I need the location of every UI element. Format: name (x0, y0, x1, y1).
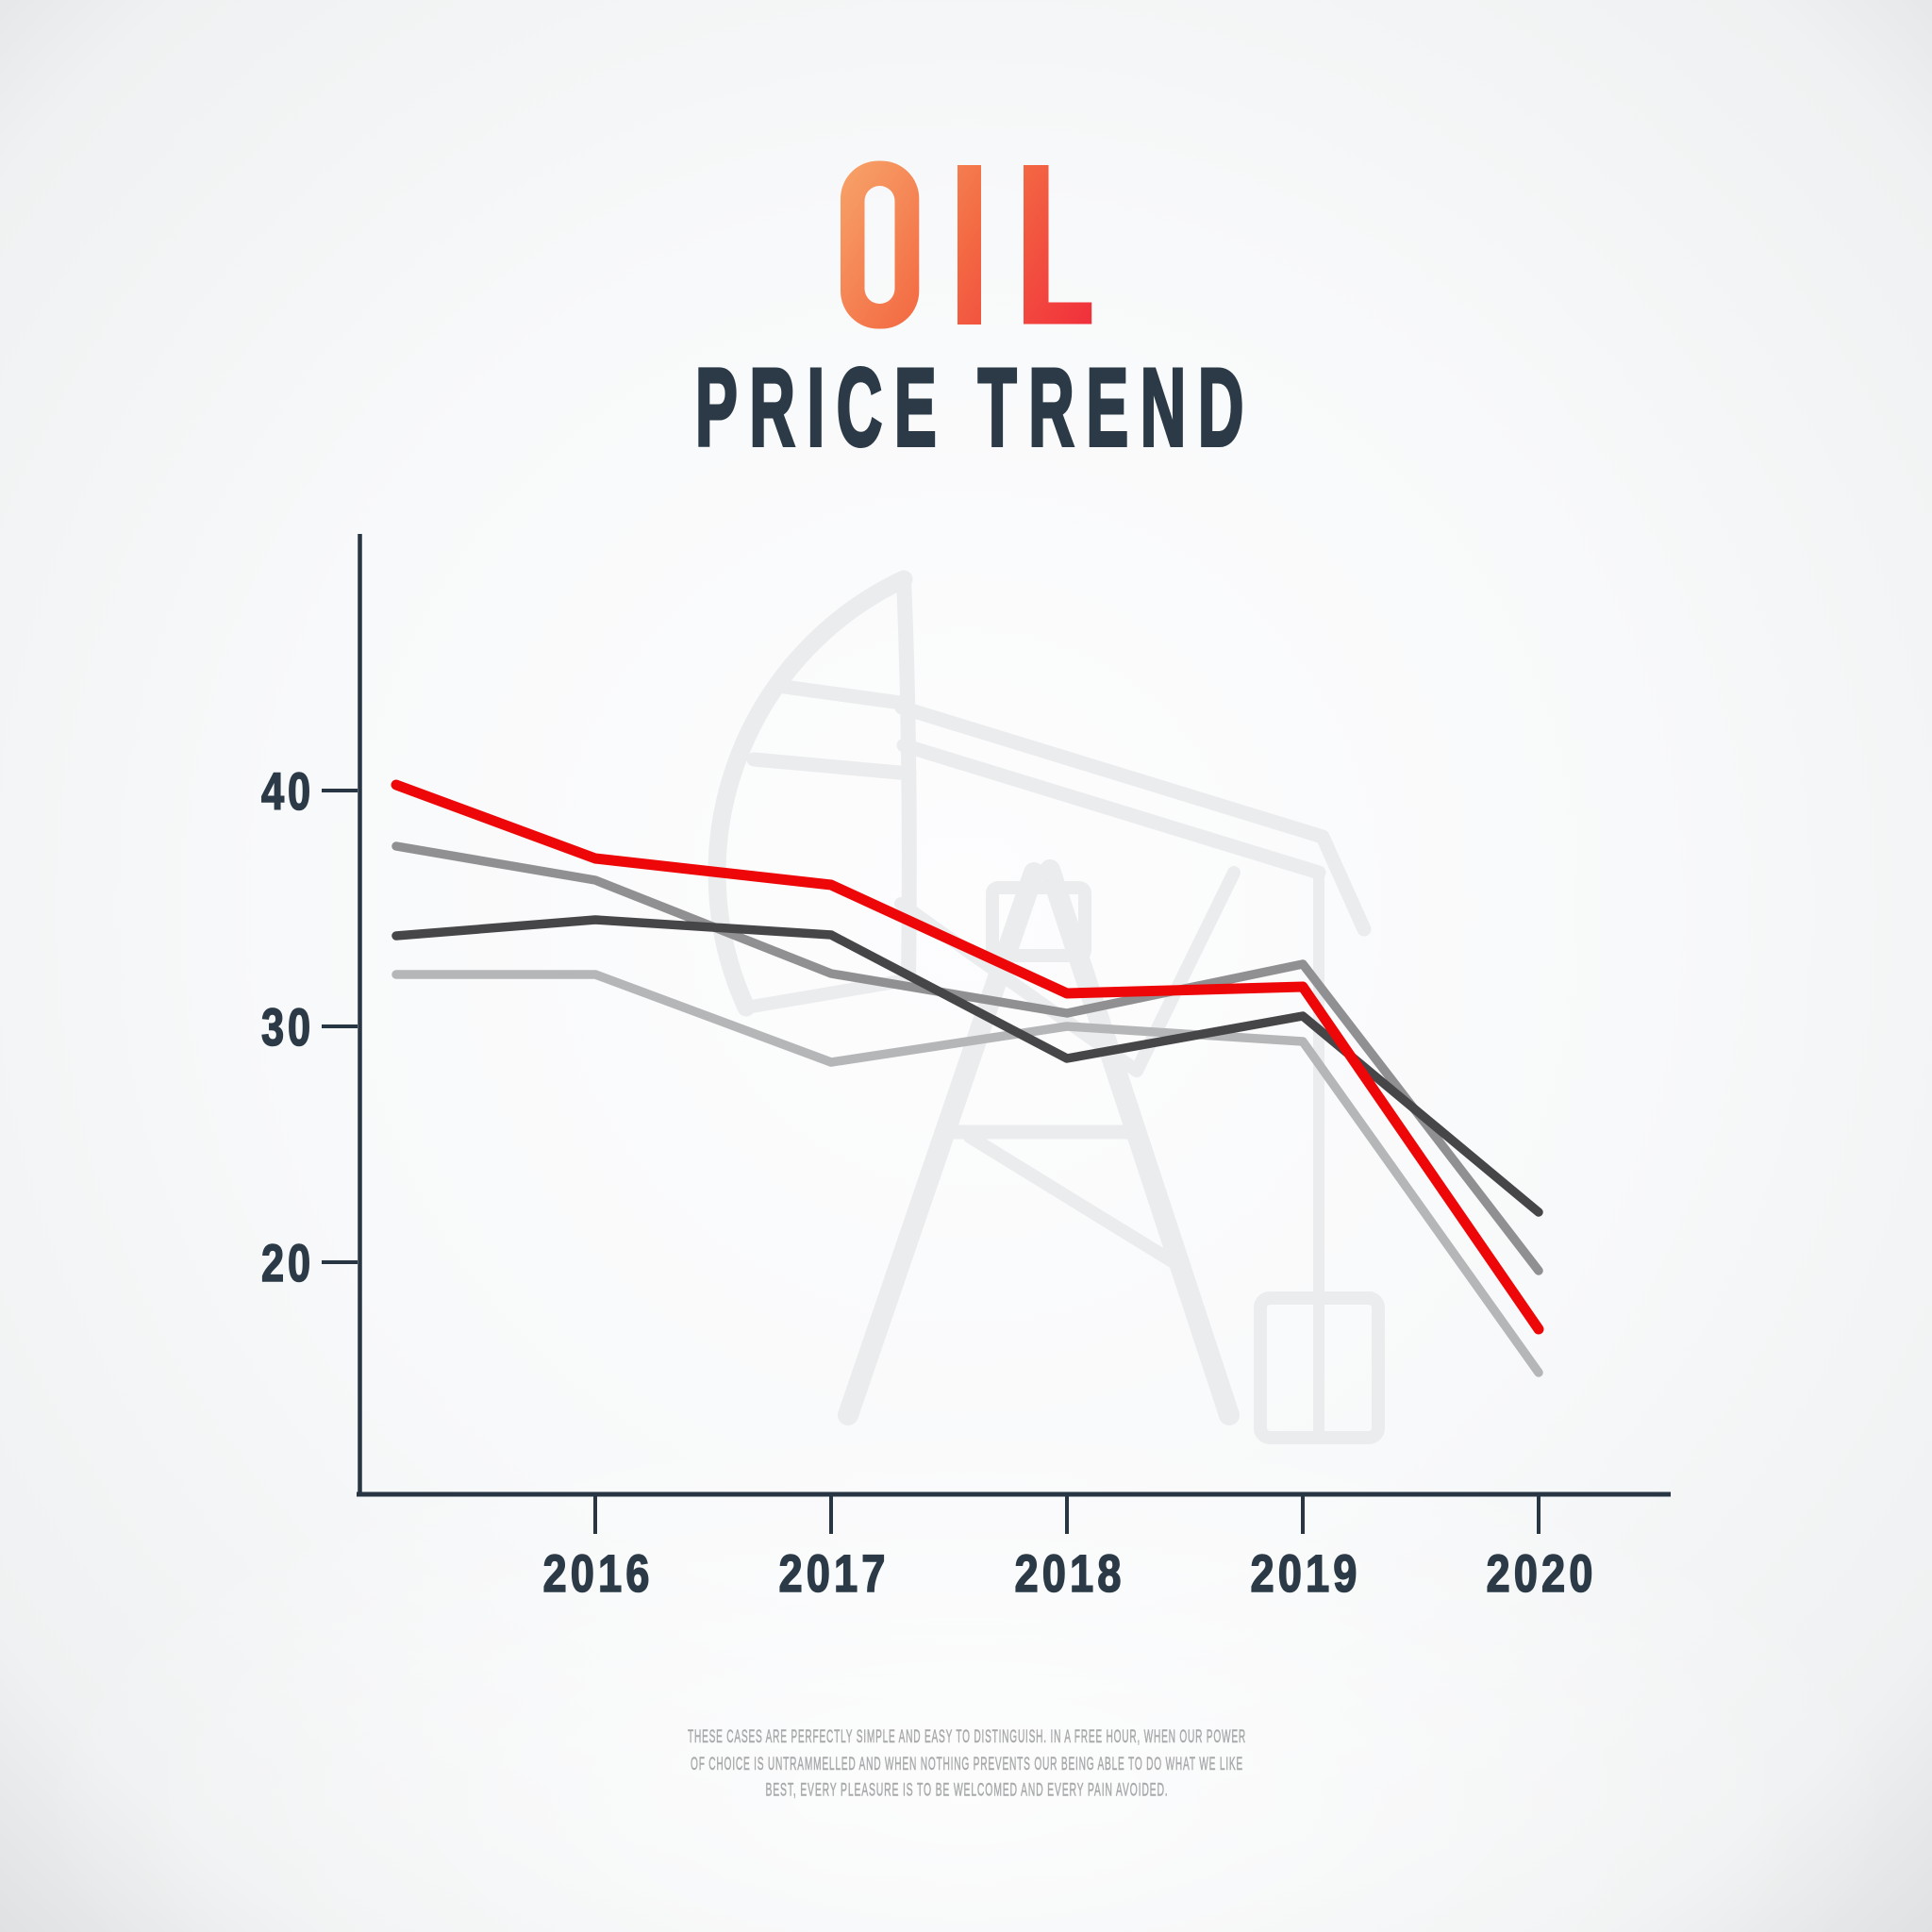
svg-text:THESE CASES ARE PERFECTLY SIMP: THESE CASES ARE PERFECTLY SIMPLE AND EAS… (688, 1726, 1246, 1747)
svg-text:2019: 2019 (1251, 1543, 1361, 1603)
svg-text:2017: 2017 (779, 1543, 890, 1603)
svg-text:2016: 2016 (543, 1543, 654, 1603)
svg-text:40: 40 (261, 761, 314, 821)
svg-text:20: 20 (261, 1233, 314, 1292)
svg-text:OF CHOICE IS UNTRAMMELLED AND: OF CHOICE IS UNTRAMMELLED AND WHEN NOTHI… (691, 1754, 1243, 1774)
svg-text:30: 30 (261, 997, 314, 1057)
svg-text:2020: 2020 (1487, 1543, 1597, 1603)
svg-text:BEST, EVERY PLEASURE IS TO BE: BEST, EVERY PLEASURE IS TO BE WELCOMED A… (766, 1780, 1169, 1801)
svg-text:2018: 2018 (1015, 1543, 1125, 1603)
svg-text:PRICE TREND: PRICE TREND (695, 345, 1256, 469)
